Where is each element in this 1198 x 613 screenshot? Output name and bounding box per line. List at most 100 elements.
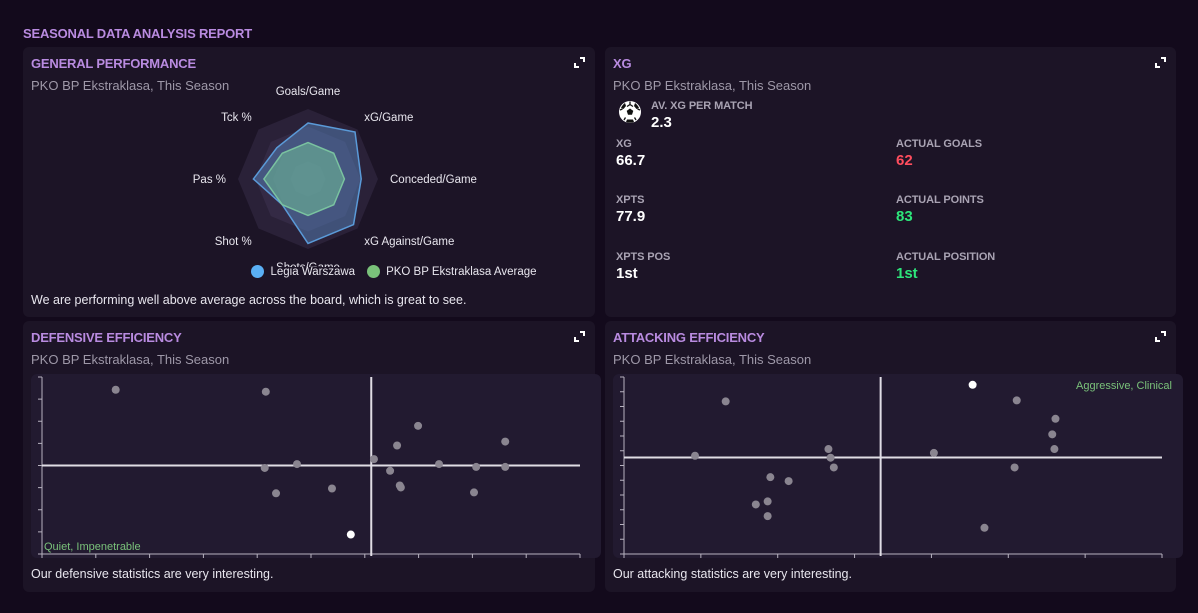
stat-label: ACTUAL GOALS <box>896 138 982 150</box>
stat-value: 2.3 <box>651 114 672 131</box>
attacking-scatter-chart: Aggressive, Clinical <box>620 376 1172 558</box>
scatter-point[interactable] <box>111 385 120 394</box>
radar-series-league-average <box>262 141 346 217</box>
stat-value: 1st <box>616 265 638 282</box>
stat-label: ACTUAL POSITION <box>896 251 996 263</box>
scatter-point[interactable] <box>1010 463 1019 472</box>
stat-actual-points: ACTUAL POINTS 83 <box>896 194 984 225</box>
radar-axis-label: Shot % <box>215 236 252 248</box>
panel-footer-text: Our attacking statistics are very intere… <box>613 567 852 581</box>
scatter-point[interactable] <box>327 484 336 493</box>
quadrant-label: Quiet, Impenetrable <box>44 541 141 553</box>
scatter-point[interactable] <box>396 483 405 492</box>
scatter-point[interactable] <box>470 488 479 497</box>
panel-subtitle: PKO BP Ekstraklasa, This Season <box>613 352 812 367</box>
scatter-point[interactable] <box>1050 445 1059 454</box>
attacking-scatter-area: Aggressive, Clinical <box>613 374 1183 558</box>
legend-item-league-average: PKO BP Ekstraklasa Average <box>367 265 537 278</box>
panel-footer-text: Our defensive statistics are very intere… <box>31 567 274 581</box>
legend-dot-team <box>251 265 265 278</box>
scatter-point-highlighted-team[interactable] <box>968 380 977 389</box>
defensive-scatter-area: Quiet, Impenetrable <box>31 374 601 558</box>
panel-title: XG <box>613 56 632 71</box>
scatter-point[interactable] <box>1048 430 1057 439</box>
stat-label: XG <box>616 138 632 150</box>
panel-subtitle: PKO BP Ekstraklasa, This Season <box>613 78 812 93</box>
radar-axis-label: Conceded/Game <box>390 174 477 186</box>
scatter-point[interactable] <box>1012 396 1021 405</box>
scatter-point-highlighted-team[interactable] <box>346 530 355 539</box>
stat-value: 1st <box>896 265 918 282</box>
legend-item-team: Legia Warszawa <box>251 265 355 278</box>
legend-dot-league <box>367 265 381 278</box>
scatter-point[interactable] <box>929 448 938 457</box>
scatter-point[interactable] <box>293 460 302 469</box>
stat-value: 77.9 <box>616 208 646 225</box>
scatter-point[interactable] <box>763 512 772 521</box>
panel-footer-text: We are performing well above average acr… <box>31 293 467 307</box>
expand-icon[interactable] <box>574 331 585 342</box>
report-title: SEASONAL DATA ANALYSIS REPORT <box>23 26 252 41</box>
stat-xpts: XPTS 77.9 <box>616 194 645 225</box>
radar-axis-label: Pas % <box>193 174 226 186</box>
scatter-point[interactable] <box>763 497 772 506</box>
legend-label: Legia Warszawa <box>270 265 356 278</box>
defensive-efficiency-panel: DEFENSIVE EFFICIENCY PKO BP Ekstraklasa,… <box>23 321 601 592</box>
scatter-point[interactable] <box>980 523 989 532</box>
scatter-point[interactable] <box>386 466 395 475</box>
scatter-point[interactable] <box>824 445 833 454</box>
scatter-point[interactable] <box>369 455 378 464</box>
stat-value: 62 <box>896 152 913 169</box>
radar-chart: Goals/Game xG/Game Conceded/Game xG Against… <box>193 86 477 267</box>
radar-axis-label: xG/Game <box>364 112 413 124</box>
panel-title: ATTACKING EFFICIENCY <box>613 330 765 345</box>
scatter-point[interactable] <box>501 437 510 446</box>
av-xg-stat: AV. XG PER MATCH 2.3 <box>651 100 753 131</box>
attacking-efficiency-panel: ATTACKING EFFICIENCY PKO BP Ekstraklasa,… <box>605 321 1183 592</box>
scatter-point[interactable] <box>272 489 281 498</box>
stat-label: AV. XG PER MATCH <box>651 100 753 112</box>
radar-axis-label: Shots/Game <box>276 262 340 267</box>
defensive-scatter-chart: Quiet, Impenetrable <box>38 376 581 558</box>
football-icon <box>618 100 642 124</box>
radar-axis-label: xG Against/Game <box>364 236 454 248</box>
radar-axis-label: Tck % <box>221 112 252 124</box>
panel-title: DEFENSIVE EFFICIENCY <box>31 330 182 345</box>
scatter-point[interactable] <box>261 387 270 396</box>
stat-label: XPTS <box>616 194 645 206</box>
stat-actual-position: ACTUAL POSITION 1st <box>896 251 995 282</box>
radar-legend: Legia Warszawa PKO BP Ekstraklasa Averag… <box>23 265 595 278</box>
scatter-point[interactable] <box>691 451 700 460</box>
scatter-point[interactable] <box>766 473 775 482</box>
legend-label: PKO BP Ekstraklasa Average <box>386 265 537 278</box>
stat-xg: XG 66.7 <box>616 138 645 169</box>
expand-icon[interactable] <box>1155 57 1166 68</box>
scatter-point[interactable] <box>829 463 838 472</box>
stat-xpts-pos: XPTS POS 1st <box>616 251 670 282</box>
scatter-point[interactable] <box>472 462 481 471</box>
scatter-point[interactable] <box>435 460 444 469</box>
scatter-point[interactable] <box>826 453 835 462</box>
xg-panel: XG PKO BP Ekstraklasa, This Season AV. X… <box>605 47 1176 317</box>
scatter-point[interactable] <box>501 462 510 471</box>
scatter-point[interactable] <box>721 397 730 406</box>
stat-label: ACTUAL POINTS <box>896 194 984 206</box>
expand-icon[interactable] <box>1155 331 1166 342</box>
scatter-point[interactable] <box>414 421 423 430</box>
scatter-point[interactable] <box>784 477 793 486</box>
scatter-point[interactable] <box>1051 414 1060 423</box>
panel-subtitle: PKO BP Ekstraklasa, This Season <box>31 78 230 93</box>
radar-axis-label: Goals/Game <box>276 86 341 98</box>
stat-value: 66.7 <box>616 152 646 169</box>
expand-icon[interactable] <box>574 57 585 68</box>
stat-value: 83 <box>896 208 913 225</box>
panel-title: GENERAL PERFORMANCE <box>31 56 196 71</box>
scatter-point[interactable] <box>260 463 269 472</box>
scatter-point[interactable] <box>393 441 402 450</box>
general-performance-panel: GENERAL PERFORMANCE PKO BP Ekstraklasa, … <box>23 47 595 317</box>
quadrant-label: Aggressive, Clinical <box>1076 380 1172 392</box>
stat-label: XPTS POS <box>616 251 671 263</box>
scatter-point[interactable] <box>751 500 760 509</box>
panel-subtitle: PKO BP Ekstraklasa, This Season <box>31 352 230 367</box>
stat-actual-goals: ACTUAL GOALS 62 <box>896 138 982 169</box>
